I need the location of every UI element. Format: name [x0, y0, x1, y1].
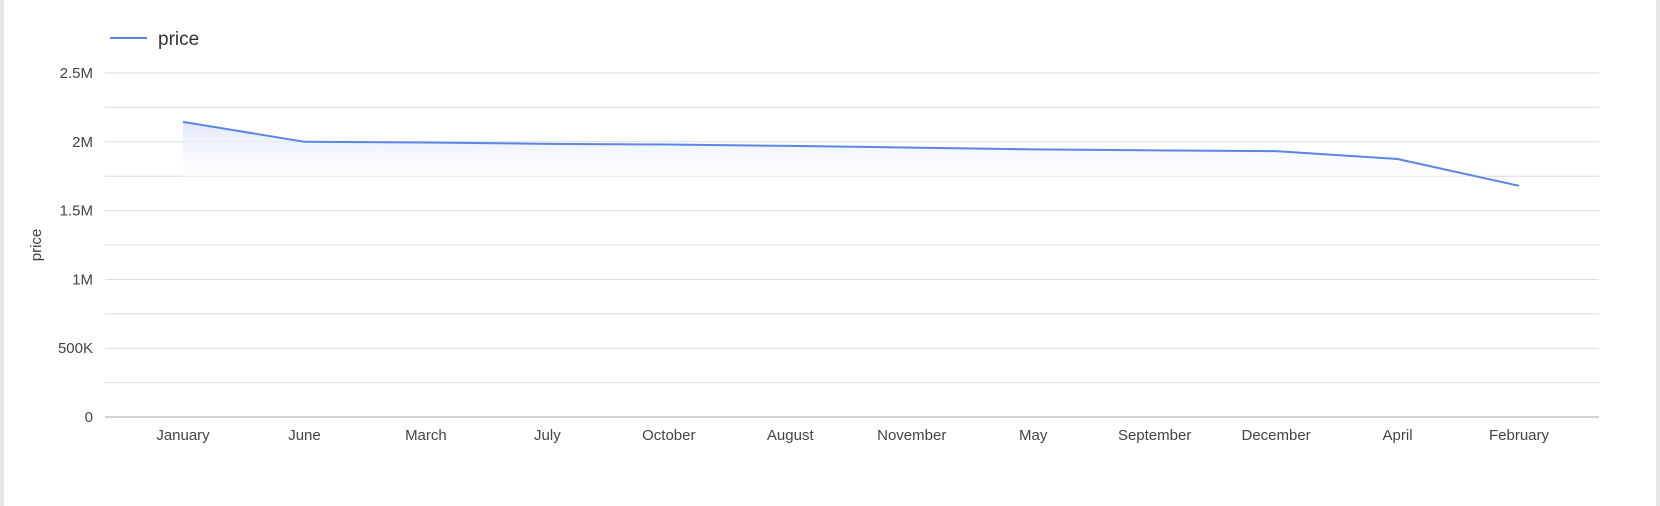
x-tick-label: March	[405, 427, 447, 444]
data-point-september[interactable]	[1149, 144, 1161, 156]
grid-lines	[105, 72, 1599, 418]
x-tick-label: April	[1383, 427, 1413, 444]
x-tick-label: May	[1019, 427, 1048, 444]
x-axis-ticks: January June March July October August Novembe…	[156, 427, 1549, 444]
line-chart: price 0 500K 1M 1.5M 2M 2.5M January June March…	[28, 29, 1599, 444]
x-tick-label: October	[642, 427, 695, 444]
x-tick-label: July	[534, 427, 561, 444]
data-point-august[interactable]	[784, 140, 796, 152]
series-line[interactable]	[182, 120, 1520, 187]
chart-legend[interactable]: price	[110, 29, 199, 50]
data-point-march[interactable]	[420, 136, 432, 148]
data-point-october[interactable]	[663, 139, 675, 151]
data-point-february[interactable]	[1513, 180, 1525, 192]
data-point-june[interactable]	[298, 136, 310, 148]
x-tick-label: June	[288, 427, 321, 444]
data-point-december[interactable]	[1270, 145, 1282, 157]
data-point-may[interactable]	[1027, 143, 1039, 155]
x-tick-label: August	[767, 427, 815, 444]
y-tick-label: 1.5M	[60, 203, 93, 220]
series-area	[183, 121, 1519, 186]
x-tick-label: January	[156, 427, 210, 444]
x-tick-label: December	[1241, 427, 1310, 444]
y-tick-label: 500K	[58, 340, 93, 357]
x-tick-label: September	[1118, 427, 1191, 444]
data-point-january[interactable]	[177, 116, 189, 128]
y-tick-label: 0	[85, 409, 93, 426]
x-tick-label: November	[877, 427, 946, 444]
y-tick-label: 1M	[72, 271, 93, 288]
y-tick-label: 2M	[72, 134, 93, 151]
y-axis-ticks: 0 500K 1M 1.5M 2M 2.5M	[58, 65, 93, 426]
y-axis-title: price	[28, 229, 45, 262]
y-tick-label: 2.5M	[60, 65, 93, 82]
data-point-november[interactable]	[906, 142, 918, 154]
data-point-july[interactable]	[541, 138, 553, 150]
data-point-april[interactable]	[1392, 153, 1404, 165]
legend-label: price	[158, 29, 199, 50]
x-tick-label: February	[1489, 427, 1550, 444]
series-price[interactable]	[177, 116, 1525, 192]
